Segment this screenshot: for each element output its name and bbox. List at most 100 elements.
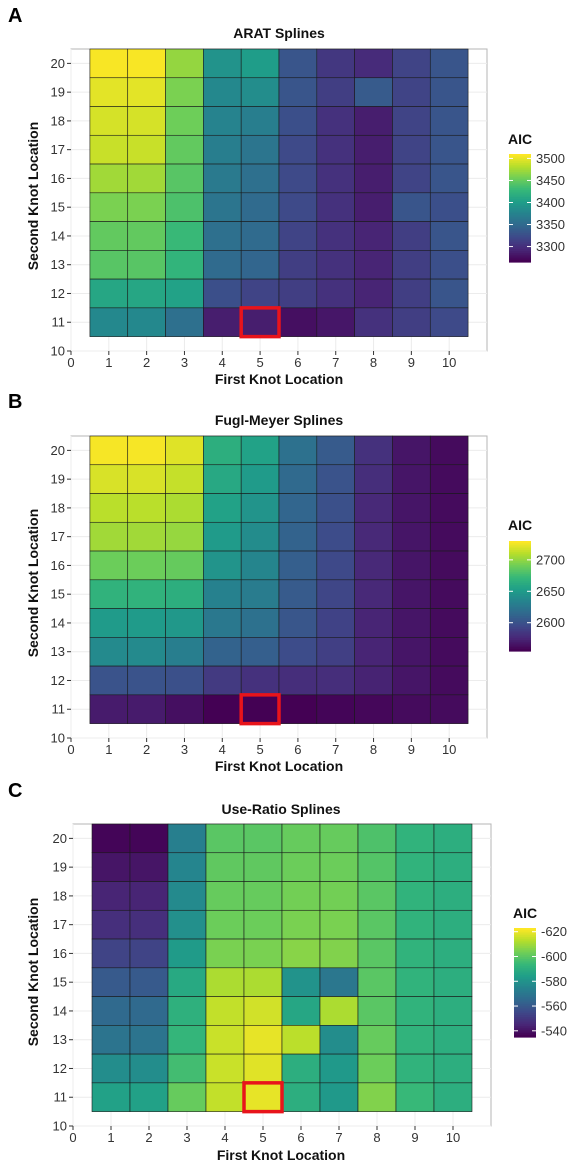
colorbar-swatch [509,179,531,182]
x-axis-ticks: 0 1 2 3 4 5 6 7 8 9 10 [67,738,456,757]
colorbar-swatch [509,599,531,603]
colorbar-swatch [509,155,531,159]
colorbar-tick-label: -620 [541,924,567,939]
colorbar-swatch [509,238,531,241]
x-tick-label: 4 [221,1130,228,1145]
heatmap-cell-x3-y15 [167,967,207,997]
y-tick-label: 14 [53,1003,67,1018]
colorbar-tick-label: -600 [541,949,567,964]
y-tick-label: 20 [53,831,67,846]
y-tick-label: 18 [51,500,65,515]
heatmap-cell-x5-y17 [243,909,283,940]
heatmap-cell-x1-y19 [89,77,129,107]
colorbar-swatch [514,991,536,994]
heatmap-cell-x9-y16 [392,550,431,581]
heatmap-cell-x1-y17 [89,521,129,552]
x-tick-label: 10 [442,355,456,370]
colorbar-swatch [509,231,531,234]
colorbar-swatch [509,643,531,647]
y-tick-label: 11 [52,702,66,717]
heatmap-cell-x7-y20 [316,48,355,79]
heatmap-cell-x7-y15 [316,579,355,609]
heatmap-cell-x3-y20 [165,48,204,79]
panel-a: A ARAT Splines 0 1 2 3 4 5 6 7 8 9 10 101112131415… [8,5,565,387]
y-tick-label: 10 [53,1119,67,1134]
heatmap-cell-x1-y18 [89,106,129,136]
heatmap-cell-x2-y14 [129,996,169,1026]
y-tick-label: 13 [53,1032,67,1047]
heatmap-cell-x3-y20 [165,435,204,466]
colorbar-swatch [509,581,531,584]
colorbar-swatch [514,995,536,998]
y-tick-label: 19 [51,472,65,487]
heatmap-cell-x10-y18 [429,493,469,523]
y-axis-ticks: 10 11 12 13 14 15 16 17 18 19 20 [51,56,71,359]
heatmap-cell-x7-y18 [316,493,355,523]
heatmap-cell-x3-y17 [165,134,204,165]
colorbar-swatch [509,161,531,164]
colorbar-swatch [514,1002,536,1005]
x-axis-ticks: 0 1 2 3 4 5 6 7 8 9 10 [69,1126,460,1145]
heatmap-cell-x1-y12 [89,278,129,309]
heatmap-cell-x9-y12 [392,278,431,309]
heatmap-cell-x2-y16 [127,550,166,581]
heatmap-cell-x2-y18 [127,106,166,136]
colorbar-swatch [514,1007,536,1011]
x-tick-label: 4 [219,355,226,370]
colorbar-swatch [514,1022,536,1025]
colorbar-swatch [514,975,536,978]
heatmap-cell-x8-y13 [354,637,393,667]
heatmap-cell-x9-y11 [392,307,431,337]
y-tick-label: 13 [51,257,65,272]
colorbar-swatch [509,226,531,229]
colorbar-swatch [509,542,531,546]
colorbar-swatch [509,254,531,258]
heatmap-cell-x2-y19 [129,852,169,882]
heatmap-cell-x8-y13 [357,1025,397,1055]
heatmap-cell-x9-y14 [395,996,435,1026]
heatmap-cell-x7-y15 [319,967,359,997]
colorbar-swatch [509,249,531,252]
heatmap-cell-x9-y18 [395,881,435,911]
colorbar-swatch [514,969,536,973]
colorbar-swatch [514,942,536,945]
heatmap-cell-x5-y18 [240,106,280,136]
colorbar-swatch [509,206,531,209]
heatmap-cell-x2-y19 [127,464,166,494]
colorbar-swatch [509,200,531,204]
y-tick-label: 12 [51,286,65,301]
heatmap-cell-x10-y13 [429,250,469,280]
heatmap-cell-x7-y13 [319,1025,359,1055]
colorbar-swatch [514,962,536,965]
heatmap-cell-x2-y12 [127,665,166,696]
heatmap-cell-x9-y17 [392,134,431,165]
heatmap-cell-x10-y17 [429,134,469,165]
y-tick-label: 19 [53,860,67,875]
heatmap-cell-x1-y17 [91,909,131,940]
x-tick-label: 6 [294,355,301,370]
heatmap-cell-x9-y20 [392,48,431,79]
colorbar-swatch [514,967,536,971]
y-tick-label: 16 [51,558,65,573]
heatmap-cell-x2-y11 [127,694,166,724]
x-tick-label: 6 [294,742,301,757]
heatmap-cell-x4-y12 [203,278,242,309]
colorbar-swatch [514,957,536,960]
colorbar-swatch [509,181,531,184]
heatmap-cell-x1-y15 [91,967,131,997]
heatmap-cell-x5-y13 [240,637,280,667]
heatmap-cell-x10-y11 [429,694,469,724]
heatmap-cell-x7-y15 [316,192,355,222]
colorbar-swatch [509,242,531,245]
heatmap-cell-x10-y20 [429,435,469,466]
x-tick-label: 1 [105,355,112,370]
colorbar-swatch [514,1015,536,1018]
colorbar-tick-label: 3350 [536,217,565,232]
x-axis-label: First Knot Location [215,758,343,774]
heatmap-cell-x3-y13 [167,1025,207,1055]
heatmap-cell-x2-y16 [129,938,169,969]
heatmap-cell-x3-y19 [165,464,204,494]
heatmap-cell-x1-y18 [89,493,129,523]
heatmap-cell-x1-y20 [89,48,129,79]
panel-label: B [8,391,22,413]
